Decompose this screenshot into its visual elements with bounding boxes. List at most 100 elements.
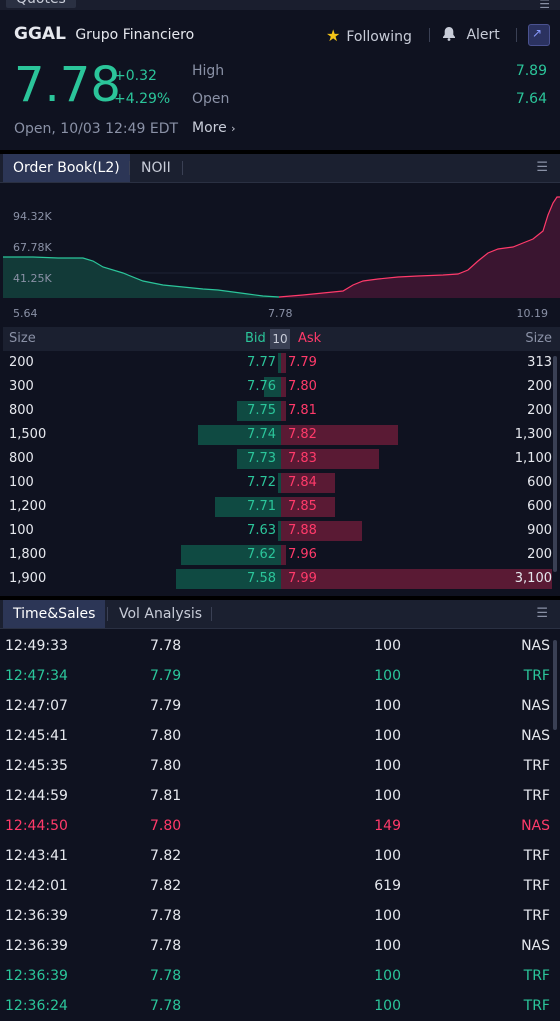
order-book-tabs: Order Book(L2) NOII ☰ <box>0 154 560 183</box>
ask-size: 900 <box>527 523 552 538</box>
trade-volume: 100 <box>374 638 401 654</box>
tab-vol-analysis[interactable]: Vol Analysis <box>119 606 203 622</box>
trade-price: 7.78 <box>150 968 182 984</box>
tab-quotes[interactable]: Quotes <box>6 0 76 8</box>
tab-noii[interactable]: NOII <box>141 160 171 176</box>
bid-depth-bar <box>237 449 281 469</box>
order-book-row[interactable]: 1,900 7.58 7.99 3,100 <box>3 567 552 591</box>
menu-icon[interactable]: ☰ <box>539 0 550 11</box>
bid-size-header: Size <box>9 331 36 346</box>
order-book-row[interactable]: 100 7.72 7.84 600 <box>3 471 552 495</box>
trade-row: 12:36:24 7.78 100 TRF <box>0 991 560 1021</box>
trade-volume: 619 <box>374 878 401 894</box>
ask-size: 1,100 <box>514 451 552 466</box>
alert-button[interactable]: Alert <box>442 26 500 43</box>
menu-icon[interactable]: ☰ <box>536 160 548 175</box>
divider <box>211 607 212 621</box>
divider <box>182 161 183 175</box>
change-percent: +4.29% <box>114 91 171 107</box>
trade-row: 12:44:50 7.80 149 NAS <box>0 811 560 841</box>
ask-price: 7.79 <box>288 355 317 370</box>
order-book-row[interactable]: 800 7.73 7.83 1,100 <box>3 447 552 471</box>
trade-volume: 100 <box>374 908 401 924</box>
following-button[interactable]: ★ Following <box>326 26 412 45</box>
order-book-row[interactable]: 1,500 7.74 7.82 1,300 <box>3 423 552 447</box>
divider <box>0 150 560 154</box>
market-status: Open, 10/03 12:49 EDT <box>14 121 179 137</box>
ask-depth-bar <box>281 473 335 493</box>
trade-time: 12:36:24 <box>5 998 68 1014</box>
time-sales-rows: 12:49:33 7.78 100 NAS 12:47:34 7.79 100 TRF 12:4… <box>0 631 560 1021</box>
trade-time: 12:44:50 <box>5 818 68 834</box>
bid-depth-bar <box>278 353 281 373</box>
trade-exchange: TRF <box>523 968 550 984</box>
trade-row: 12:49:33 7.78 100 NAS <box>0 631 560 661</box>
bid-size: 300 <box>9 379 34 394</box>
order-book-row[interactable]: 1,800 7.62 7.96 200 <box>3 543 552 567</box>
depth-level-selector[interactable]: 10 <box>270 329 290 349</box>
trade-exchange: TRF <box>523 788 550 804</box>
bid-depth-line <box>3 256 280 298</box>
ask-depth-area <box>279 197 560 298</box>
ask-size: 600 <box>527 499 552 514</box>
tab-time-sales[interactable]: Time&Sales <box>3 600 106 628</box>
bid-size: 1,200 <box>9 499 47 514</box>
trade-row: 12:36:39 7.78 100 NAS <box>0 931 560 961</box>
order-book-row[interactable]: 200 7.77 7.79 313 <box>3 351 552 375</box>
ask-price: 7.83 <box>288 451 317 466</box>
chart-icon[interactable]: ↗ <box>528 24 550 46</box>
trade-price: 7.78 <box>150 638 182 654</box>
bid-price: 7.63 <box>247 523 276 538</box>
order-book-header: Size Bid 10 Ask Size <box>3 327 560 351</box>
trade-price: 7.80 <box>150 818 182 834</box>
scrollbar[interactable] <box>553 640 557 730</box>
last-price: 7.78 <box>14 57 121 113</box>
trade-volume: 100 <box>374 998 401 1014</box>
trade-time: 12:47:34 <box>5 668 68 684</box>
trade-row: 12:44:59 7.81 100 TRF <box>0 781 560 811</box>
bid-depth-bar <box>264 377 281 397</box>
ask-depth-line <box>278 196 560 298</box>
scrollbar[interactable] <box>553 356 557 572</box>
depth-chart: 94.32K 67.78K 41.25K 5.64 7.78 10.19 <box>3 185 560 325</box>
top-tab-strip: Quotes ☰ <box>0 0 560 11</box>
depth-chart-svg <box>3 196 560 298</box>
bid-depth-bar <box>278 473 281 493</box>
bid-size: 100 <box>9 475 34 490</box>
more-button[interactable]: More › <box>192 120 236 136</box>
trade-row: 12:36:39 7.78 100 TRF <box>0 961 560 991</box>
trade-exchange: NAS <box>521 938 550 954</box>
ask-depth-bar <box>281 377 286 397</box>
symbol-title: GGAL Grupo Financiero <box>14 24 194 44</box>
bid-depth-bar <box>237 401 281 421</box>
ask-depth-bar <box>281 521 362 541</box>
trade-exchange: TRF <box>523 758 550 774</box>
ask-header: Ask <box>298 331 322 346</box>
following-label: Following <box>346 29 412 45</box>
trade-price: 7.78 <box>150 908 182 924</box>
order-book-row[interactable]: 1,200 7.71 7.85 600 <box>3 495 552 519</box>
order-book-row[interactable]: 100 7.63 7.88 900 <box>3 519 552 543</box>
bid-price: 7.73 <box>247 451 276 466</box>
order-book-row[interactable]: 800 7.75 7.81 200 <box>3 399 552 423</box>
ask-price: 7.85 <box>288 499 317 514</box>
trade-row: 12:36:39 7.78 100 TRF <box>0 901 560 931</box>
trade-exchange: TRF <box>523 668 550 684</box>
order-book-row[interactable]: 300 7.76 7.80 200 <box>3 375 552 399</box>
trade-time: 12:36:39 <box>5 938 68 954</box>
trade-exchange: NAS <box>521 728 550 744</box>
bid-size: 800 <box>9 451 34 466</box>
tab-order-book[interactable]: Order Book(L2) <box>3 154 130 182</box>
trade-volume: 100 <box>374 788 401 804</box>
chevron-right-icon: › <box>231 122 236 135</box>
bid-size: 1,500 <box>9 427 47 442</box>
ask-price: 7.81 <box>288 403 317 418</box>
bid-depth-bar <box>278 521 281 541</box>
menu-icon[interactable]: ☰ <box>536 606 548 621</box>
bid-size: 1,900 <box>9 571 47 586</box>
divider <box>516 28 517 42</box>
ask-size: 1,300 <box>514 427 552 442</box>
bid-price: 7.58 <box>247 571 276 586</box>
trade-time: 12:45:35 <box>5 758 68 774</box>
ticker: GGAL <box>14 24 66 44</box>
